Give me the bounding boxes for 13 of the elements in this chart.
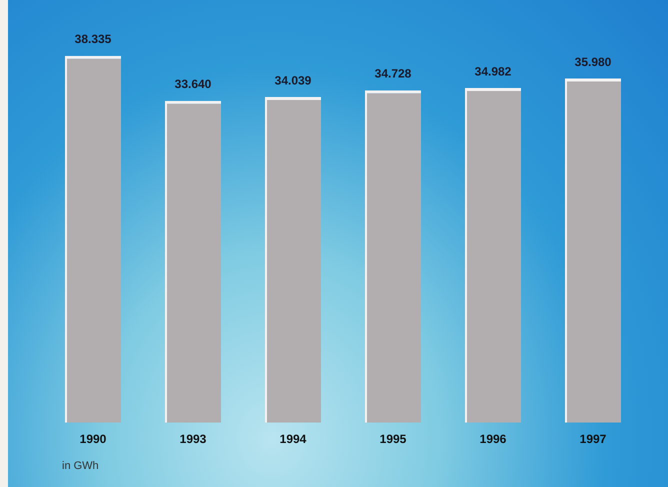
x-tick-label: 1997 <box>580 432 607 446</box>
text: in GWh <box>62 460 99 472</box>
data-label: 34.982 <box>474 64 512 78</box>
x-tick-label: 1995 <box>380 432 407 446</box>
data-label: 35.980 <box>574 54 612 69</box>
x-tick-label: 1994 <box>280 432 307 446</box>
x-tick-label: 1996 <box>480 432 507 446</box>
x-tick-label: 1993 <box>180 432 207 446</box>
data-label: 33.640 <box>174 77 212 92</box>
data-label: 38.335 <box>74 32 112 46</box>
x-tick-label: 1990 <box>80 432 107 446</box>
data-label: 34.728 <box>374 66 412 81</box>
data-label: 34.039 <box>274 73 312 88</box>
